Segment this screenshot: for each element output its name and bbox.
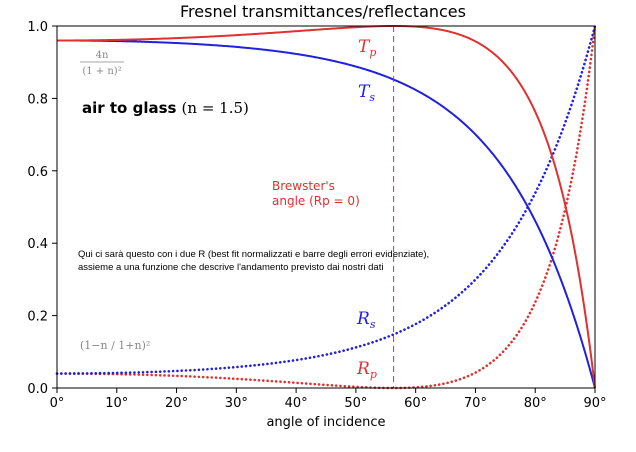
series-line-rs bbox=[55, 24, 597, 375]
label-ts-main: T bbox=[358, 82, 371, 102]
x-tick-label: 10° bbox=[105, 396, 128, 411]
formula-reflectance: (1−n / 1+n)² bbox=[80, 339, 150, 352]
brewster-label-line1: Brewster's bbox=[272, 179, 335, 193]
formula-transmittance-den: (1 + n)² bbox=[82, 66, 121, 77]
note-line-2: assieme a una funzione che descrive l'an… bbox=[78, 262, 383, 273]
series-line-ts bbox=[57, 39, 596, 389]
y-tick-label: 0.4 bbox=[27, 237, 48, 252]
y-tick-label: 0.0 bbox=[27, 382, 48, 397]
air-to-glass-bold: air to glass bbox=[82, 99, 177, 117]
label-rp: Rp bbox=[356, 359, 377, 381]
label-tp-sub: p bbox=[369, 46, 376, 59]
y-tick-label: 0.8 bbox=[27, 92, 48, 107]
x-axis-label: angle of incidence bbox=[266, 415, 385, 430]
y-tick-label: 0.2 bbox=[27, 310, 48, 325]
label-rp-sub: p bbox=[370, 368, 377, 381]
x-axis-ticks: 0° 10° 20° 30° 40° 50° 60° 70° 80° 90° bbox=[50, 388, 607, 411]
label-ts-sub: s bbox=[369, 91, 375, 104]
air-to-glass-label: air to glass (n = 1.5) bbox=[82, 98, 249, 117]
plot-frame bbox=[56, 25, 596, 389]
x-tick-label: 0° bbox=[50, 396, 65, 411]
label-ts: Ts bbox=[358, 82, 375, 104]
air-to-glass-math: (n = 1.5) bbox=[182, 99, 249, 117]
x-tick-label: 80° bbox=[524, 396, 547, 411]
x-tick-label: 30° bbox=[225, 396, 248, 411]
series-line-tp bbox=[57, 25, 596, 389]
label-tp: Tp bbox=[358, 37, 376, 59]
series-line-rp bbox=[55, 24, 597, 390]
y-tick-label: 1.0 bbox=[27, 20, 48, 35]
x-tick-label: 70° bbox=[464, 396, 487, 411]
label-rp-main: R bbox=[356, 359, 370, 379]
brewster-label-line2: angle (Rp = 0) bbox=[272, 194, 360, 208]
formula-transmittance-num: 4n bbox=[96, 50, 109, 61]
curves-group bbox=[55, 24, 597, 390]
y-tick-label: 0.6 bbox=[27, 165, 48, 180]
label-tp-main: T bbox=[358, 37, 371, 57]
x-tick-label: 20° bbox=[165, 396, 188, 411]
note-line-1: Qui ci sarà questo con i due R (best fit… bbox=[78, 249, 429, 260]
x-tick-label: 90° bbox=[583, 396, 606, 411]
y-axis-ticks: 0.0 0.2 0.4 0.6 0.8 1.0 bbox=[27, 20, 57, 397]
x-tick-label: 50° bbox=[344, 396, 367, 411]
chart-title: Fresnel transmittances/reflectances bbox=[180, 2, 466, 21]
x-tick-label: 60° bbox=[404, 396, 427, 411]
label-rs: Rs bbox=[356, 309, 376, 331]
label-rs-sub: s bbox=[370, 318, 376, 331]
x-tick-label: 40° bbox=[285, 396, 308, 411]
label-rs-main: R bbox=[356, 309, 370, 329]
